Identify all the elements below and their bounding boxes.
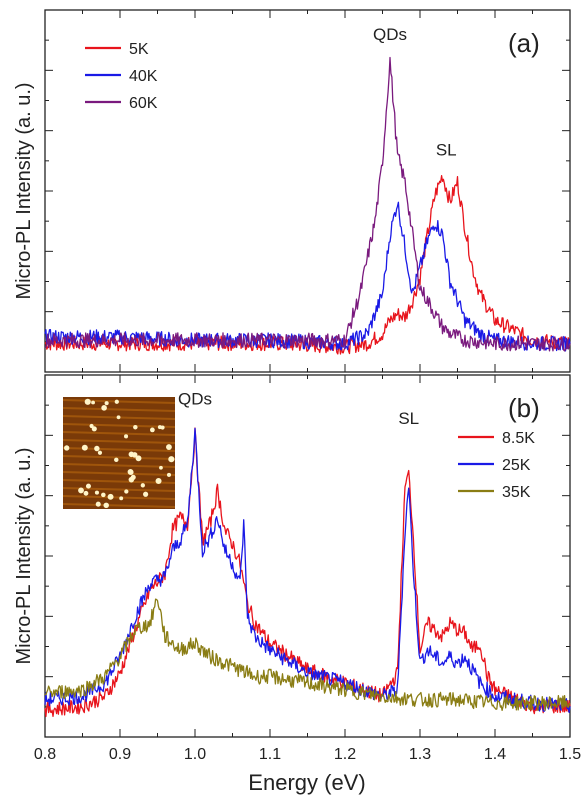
legend-label-8.5K: 8.5K	[502, 430, 535, 447]
panel-b-annotations: QDs SL	[178, 389, 419, 428]
x-tick-label: 1.2	[334, 746, 356, 763]
panel-b-plot-area	[44, 374, 571, 738]
x-tick-label: 0.8	[34, 746, 56, 763]
annotation-sl: SL	[398, 409, 419, 428]
annotation-qds: QDs	[178, 389, 212, 408]
series-line-5K	[44, 175, 571, 355]
afm-inset-image	[62, 397, 176, 509]
x-tick-label: 1.1	[259, 746, 281, 763]
panel-a: (a) Micro-PL Intensity (a. u.) QDs SL 5K 4…	[13, 9, 571, 373]
annotation-qds: QDs	[373, 25, 407, 44]
panel-a-label: (a)	[508, 28, 540, 58]
series-line-35K	[44, 598, 571, 712]
x-tick-label: 1.3	[409, 746, 431, 763]
series-line-8.5K	[44, 427, 571, 718]
legend-label-40K: 40K	[129, 68, 158, 85]
panel-a-legend: 5K 40K 60K	[85, 41, 158, 112]
x-axis-ticks: 0.8 0.9 1.0 1.1 1.2 1.3 1.4 1.5	[34, 746, 581, 763]
panel-a-plot-area	[44, 9, 571, 373]
panel-b: (b) Micro-PL Intensity (a. u.) QDs SL 8.5…	[13, 374, 581, 763]
panel-b-ylabel: Micro-PL Intensity (a. u.)	[13, 447, 35, 664]
panel-a-annotations: QDs SL	[373, 25, 457, 159]
panel-a-ylabel: Micro-PL Intensity (a. u.)	[13, 82, 35, 299]
legend-label-25K: 25K	[502, 457, 531, 474]
x-axis-label: Energy (eV)	[248, 770, 365, 795]
panel-b-legend: 8.5K 25K 35K	[458, 430, 535, 501]
annotation-sl: SL	[436, 140, 457, 159]
series-line-60K	[44, 56, 571, 352]
panel-a-frame	[44, 9, 571, 373]
legend-label-60K: 60K	[129, 95, 158, 112]
x-tick-label: 1.5	[559, 746, 581, 763]
x-tick-label: 1.0	[184, 746, 206, 763]
x-tick-label: 1.4	[484, 746, 506, 763]
legend-label-35K: 35K	[502, 484, 531, 501]
legend-label-5K: 5K	[129, 41, 149, 58]
panel-b-label: (b)	[508, 393, 540, 423]
series-line-40K	[44, 201, 571, 352]
x-tick-label: 0.9	[109, 746, 131, 763]
